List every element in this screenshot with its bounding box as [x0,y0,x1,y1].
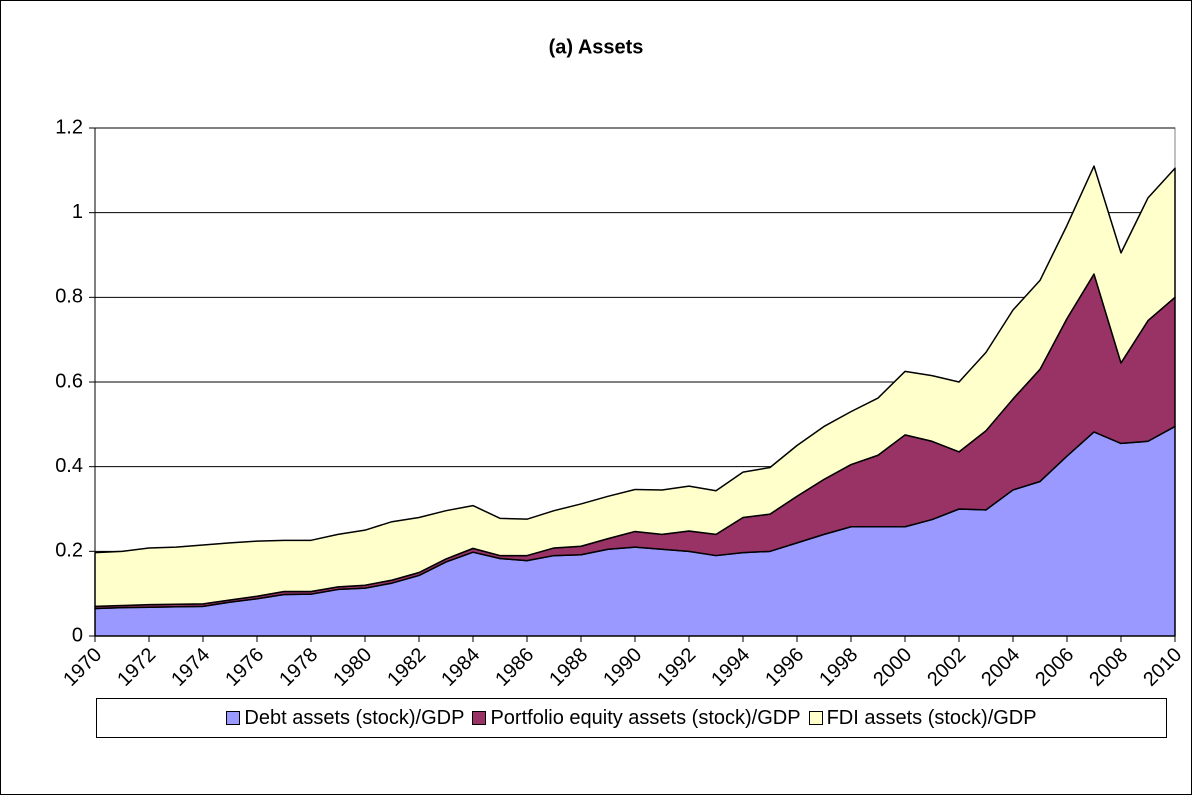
x-tick-label: 2006 [1031,644,1078,691]
y-tick-label: 0.8 [55,286,83,308]
x-tick-label: 2010 [1139,644,1186,691]
legend-label: Portfolio equity assets (stock)/GDP [490,706,801,729]
legend-swatch [226,711,241,725]
x-tick-label: 1976 [221,644,268,691]
legend-swatch [808,711,823,725]
legend: Debt assets (stock)/GDP Portfolio equity … [96,698,1167,738]
y-tick-label: 0 [72,624,83,646]
x-tick-label: 1982 [383,644,430,691]
x-tick-label: 1992 [653,644,700,691]
y-tick-label: 1.2 [55,116,83,138]
x-tick-label: 2004 [977,644,1024,691]
x-tick-label: 2002 [923,644,970,691]
x-tick-label: 1984 [437,644,484,691]
y-tick-label: 0.6 [55,370,83,392]
legend-item: Portfolio equity assets (stock)/GDP [472,706,801,730]
x-tick-label: 1996 [761,644,808,691]
x-tick-label: 1998 [815,644,862,691]
y-tick-label: 0.4 [55,455,83,477]
x-tick-label: 1980 [329,644,376,691]
x-tick-label: 1986 [491,644,538,691]
x-tick-label: 1972 [113,644,160,691]
chart-title: (a) Assets [549,36,644,58]
legend-item: Debt assets (stock)/GDP [226,707,464,730]
x-tick-label: 2000 [869,644,916,691]
x-tick-label: 1974 [167,644,214,691]
x-tick-label: 1994 [707,644,754,691]
x-tick-label: 1990 [599,644,646,691]
legend-label: FDI assets (stock)/GDP [826,706,1037,729]
y-tick-label: 0.2 [55,540,83,562]
legend-item: FDI assets (stock)/GDP [808,706,1037,730]
y-tick-label: 1 [72,201,83,223]
area [94,165,1176,608]
x-tick-label: 1978 [275,644,322,691]
legend-swatch [472,711,487,725]
legend-label: Debt assets (stock)/GDP [244,706,465,729]
x-tick-label: 1970 [59,644,106,691]
x-tick-label: 2008 [1085,644,1132,691]
x-tick-label: 1988 [545,644,592,691]
